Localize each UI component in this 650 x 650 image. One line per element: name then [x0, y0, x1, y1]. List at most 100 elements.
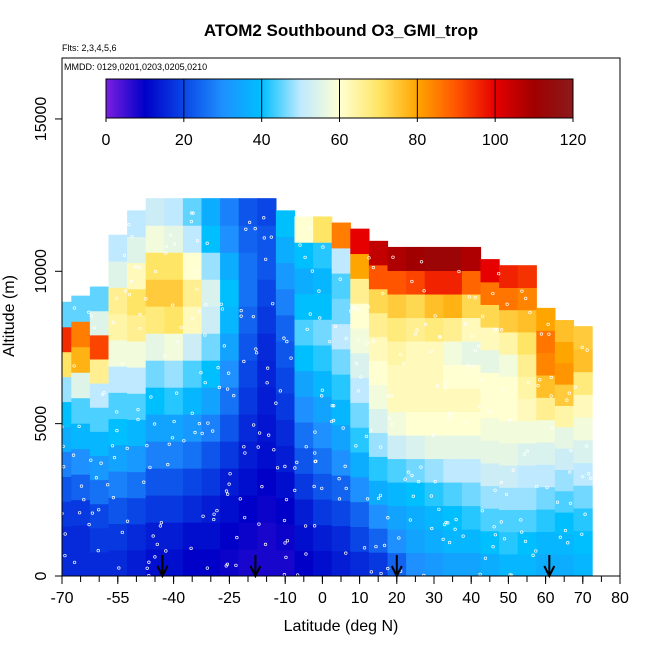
heatmap-cell: [62, 476, 72, 502]
sample-marker: [305, 327, 309, 331]
heatmap-cell: [108, 339, 128, 367]
heatmap-cell: [127, 210, 147, 238]
y-tick-label: 5000: [33, 406, 50, 442]
sample-marker: [82, 497, 86, 502]
sample-marker: [87, 522, 91, 527]
sample-marker: [573, 385, 577, 389]
sample-marker: [338, 277, 342, 281]
heatmap-cell: [313, 267, 333, 295]
sample-marker: [225, 492, 230, 496]
sample-marker: [147, 560, 151, 564]
x-tick-label: 40: [462, 590, 480, 607]
sample-marker: [191, 211, 195, 215]
sample-marker: [365, 341, 369, 345]
sample-marker: [461, 534, 465, 538]
sample-marker: [193, 430, 197, 435]
x-tick-label: -55: [106, 590, 129, 607]
sample-markers: [62, 211, 593, 576]
heatmap-cell: [517, 309, 537, 333]
sample-marker: [142, 480, 146, 484]
sample-marker: [89, 314, 94, 318]
flights-label: Flts: 2,3,4,5,6: [62, 43, 117, 53]
heatmap-cell: [517, 331, 537, 355]
sample-marker: [106, 483, 110, 487]
heatmap-cell: [554, 554, 575, 576]
sample-marker: [264, 257, 268, 262]
sample-marker: [549, 394, 553, 398]
sample-marker: [580, 474, 585, 479]
sample-marker: [312, 484, 316, 489]
heatmap-cell: [480, 304, 500, 328]
sample-marker: [115, 296, 119, 301]
heatmap-cell: [294, 524, 314, 551]
sample-marker: [172, 419, 176, 424]
sample-marker: [374, 544, 378, 549]
sample-marker: [127, 223, 131, 227]
heatmap-cell: [424, 505, 444, 530]
heatmap-cell: [461, 505, 482, 530]
heatmap-cell: [108, 549, 128, 576]
colorbar-tick-label: 0: [102, 132, 111, 149]
sample-marker: [491, 291, 495, 296]
heatmap-cell: [331, 424, 351, 451]
heatmap-cell: [480, 394, 500, 419]
sample-marker: [381, 291, 385, 296]
heatmap-cell: [182, 441, 203, 469]
sample-marker: [293, 466, 297, 470]
heatmap-cell: [573, 348, 593, 373]
heatmap-cell: [331, 348, 351, 375]
sample-marker: [453, 527, 457, 531]
sample-marker: [243, 515, 247, 520]
sample-marker: [96, 549, 100, 553]
heatmap-cell: [536, 531, 556, 555]
sample-marker: [487, 409, 491, 414]
heatmap-cell: [313, 524, 333, 551]
heatmap-cell: [164, 387, 184, 415]
heatmap-cell: [554, 362, 575, 385]
sample-marker: [520, 530, 524, 534]
heatmap-cell: [313, 447, 333, 474]
heatmap-cell: [62, 501, 72, 527]
sample-marker: [511, 468, 515, 472]
sample-marker: [225, 387, 230, 391]
heatmap-cell: [554, 533, 575, 556]
heatmap-cell: [238, 468, 258, 496]
sample-marker: [138, 312, 142, 317]
heatmap-cell: [480, 259, 500, 283]
heatmap-cell: [313, 370, 333, 397]
x-tick-label: 80: [611, 590, 629, 607]
sample-marker: [293, 488, 297, 493]
sample-marker: [499, 520, 503, 524]
sample-marker: [343, 464, 347, 468]
sample-marker: [520, 289, 524, 293]
heatmap-cell: [201, 414, 221, 442]
sample-marker: [519, 518, 523, 522]
sample-marker: [77, 424, 81, 429]
heatmap-cell: [517, 398, 537, 422]
heatmap-cell: [71, 397, 91, 424]
heatmap-cell: [145, 387, 165, 415]
heatmap-cell: [220, 495, 240, 523]
sample-marker: [411, 494, 415, 498]
colorbar-tick-label: 20: [175, 132, 193, 149]
sample-marker: [364, 434, 369, 439]
heatmap-cell: [127, 340, 147, 368]
heatmap-cell: [424, 411, 444, 436]
heatmap-cell: [201, 441, 221, 469]
heatmap-cell: [443, 387, 463, 413]
sample-marker: [354, 444, 358, 448]
sample-marker: [449, 414, 453, 418]
heatmap-cell: [406, 270, 426, 295]
sample-marker: [136, 417, 140, 422]
sample-marker: [256, 445, 260, 449]
sample-marker: [379, 445, 383, 449]
sample-marker: [379, 571, 383, 576]
heatmap-cell: [480, 530, 500, 554]
sample-marker: [295, 573, 300, 576]
sample-marker: [308, 227, 312, 231]
sample-marker: [321, 245, 325, 249]
sample-marker: [365, 497, 370, 501]
heatmap-cell: [257, 495, 277, 523]
heatmap-cell: [424, 317, 444, 342]
sample-marker: [133, 264, 138, 269]
